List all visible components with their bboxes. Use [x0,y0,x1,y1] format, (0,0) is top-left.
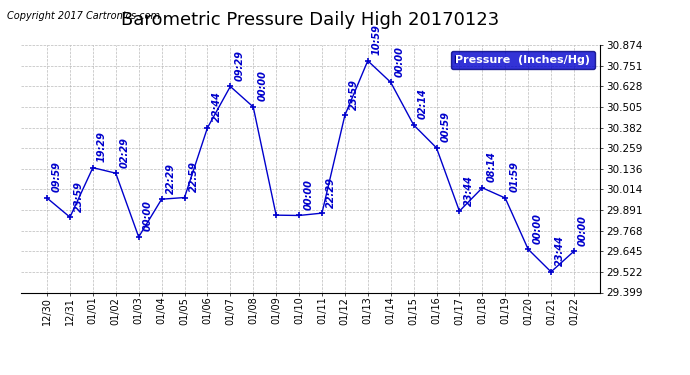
Text: 19:29: 19:29 [97,131,107,162]
Text: 23:59: 23:59 [349,79,359,110]
Text: 09:29: 09:29 [235,50,244,81]
Text: 00:00: 00:00 [395,46,405,77]
Text: 23:44: 23:44 [555,236,565,266]
Text: 10:59: 10:59 [372,24,382,55]
Text: 22:44: 22:44 [212,92,221,122]
Legend: Pressure  (Inches/Hg): Pressure (Inches/Hg) [451,51,595,69]
Text: Barometric Pressure Daily High 20170123: Barometric Pressure Daily High 20170123 [121,11,500,29]
Text: 02:29: 02:29 [120,137,130,168]
Text: 08:14: 08:14 [486,152,497,182]
Text: 22:29: 22:29 [326,177,336,208]
Text: 00:00: 00:00 [303,179,313,210]
Text: 00:00: 00:00 [532,213,542,244]
Text: 22:29: 22:29 [166,163,176,194]
Text: 00:00: 00:00 [578,215,588,246]
Text: Copyright 2017 Cartronics.com: Copyright 2017 Cartronics.com [7,11,160,21]
Text: 23:44: 23:44 [464,175,473,206]
Text: 22:59: 22:59 [188,161,199,192]
Text: 09:59: 09:59 [51,162,61,192]
Text: 01:59: 01:59 [509,162,520,192]
Text: 00:00: 00:00 [257,70,268,101]
Text: 00:00: 00:00 [143,201,153,231]
Text: 00:59: 00:59 [441,111,451,142]
Text: 23:59: 23:59 [74,181,84,212]
Text: 02:14: 02:14 [417,88,428,119]
